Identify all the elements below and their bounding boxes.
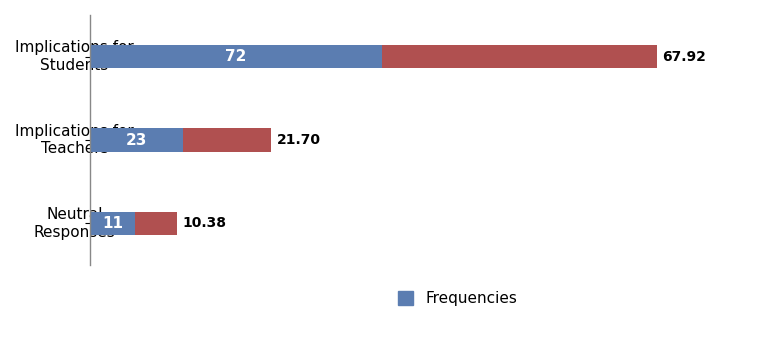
Text: 23: 23 <box>126 133 148 148</box>
Text: 72: 72 <box>225 49 247 64</box>
Text: 11: 11 <box>102 216 123 231</box>
Bar <box>135 212 177 235</box>
Text: 67.92: 67.92 <box>662 50 707 64</box>
Text: 21.70: 21.70 <box>278 133 322 147</box>
Legend: Frequencies: Frequencies <box>392 285 523 312</box>
Bar <box>183 128 271 152</box>
Bar <box>90 128 183 152</box>
Text: 10.38: 10.38 <box>183 216 227 230</box>
Bar <box>90 212 135 235</box>
Bar <box>382 45 656 68</box>
Bar <box>90 45 382 68</box>
